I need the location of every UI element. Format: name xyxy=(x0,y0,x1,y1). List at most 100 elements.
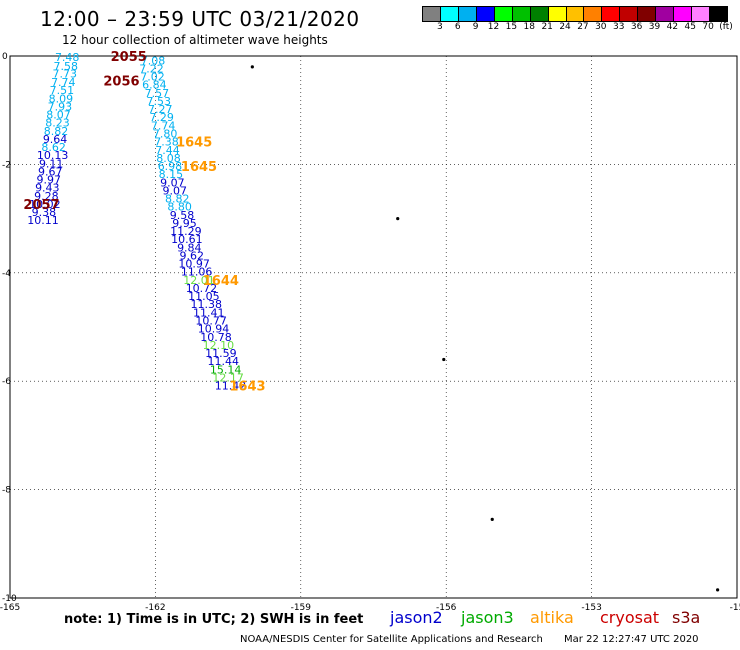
swh-value: 11.06 xyxy=(181,266,213,279)
swh-value: 9.07 xyxy=(163,184,188,197)
legend-tick-label: 18 xyxy=(523,22,536,32)
color-scale-legend xyxy=(422,6,728,22)
legend-swatch xyxy=(548,7,567,21)
swh-value: 9.28 xyxy=(34,190,59,203)
swh-value: 7.53 xyxy=(147,95,172,108)
pass-time-label: 2057 xyxy=(23,198,59,213)
x-tick-label: -165 xyxy=(0,603,20,613)
swh-value: 9.62 xyxy=(180,249,205,262)
legend-sat-s3a: s3a xyxy=(672,608,701,627)
legend-tick-label: 12 xyxy=(487,22,500,32)
pass-time-label: 1643 xyxy=(229,380,265,395)
legend-sat-jason3: jason3 xyxy=(461,608,514,627)
island-mark xyxy=(250,65,254,69)
swh-value: 12.01 xyxy=(183,274,215,287)
plot-frame xyxy=(9,55,738,599)
swh-value: 8.23 xyxy=(45,117,70,130)
swh-value: 8.80 xyxy=(167,201,192,214)
legend-tick-label: 39 xyxy=(648,22,661,32)
legend-tick-label: 70 xyxy=(702,22,714,32)
pass-time-label: 1644 xyxy=(203,274,239,289)
x-tick-label: -156 xyxy=(436,603,457,613)
y-tick-label: 0 xyxy=(2,52,8,62)
swh-value: 9.97 xyxy=(37,174,62,187)
island-mark xyxy=(716,588,720,592)
legend-tick-label: 9 xyxy=(472,22,479,32)
swh-value: 10.13 xyxy=(37,149,69,162)
island-mark xyxy=(490,517,494,522)
legend-swatch xyxy=(566,7,585,21)
legend-swatch xyxy=(423,7,441,21)
island-mark xyxy=(396,217,400,221)
swh-value: 7.27 xyxy=(148,103,173,116)
swh-value: 8.09 xyxy=(49,92,74,105)
swh-value: 12.17 xyxy=(212,371,244,384)
swh-value: 9.38 xyxy=(32,206,57,219)
legend-tick-label: 15 xyxy=(505,22,518,32)
legend-swatch xyxy=(710,7,727,21)
credit-timestamp: Mar 22 12:27:47 UTC 2020 xyxy=(564,634,699,645)
units-note: note: 1) Time is in UTC; 2) SWH is in fe… xyxy=(64,612,364,627)
chart-subtitle: 12 hour collection of altimeter wave hei… xyxy=(62,33,328,47)
legend-tick-label: 45 xyxy=(684,22,696,32)
legend-swatch xyxy=(584,7,603,21)
swh-value: 7.93 xyxy=(48,100,73,113)
pass-time-label: 2056 xyxy=(103,74,139,89)
credit-line: NOAA/NESDIS Center for Satellite Applica… xyxy=(240,634,717,645)
legend-tick-label: 42 xyxy=(666,22,679,32)
y-tick-label: -4 xyxy=(2,269,11,279)
swh-value: 7.29 xyxy=(149,111,174,124)
legend-swatch xyxy=(674,7,693,21)
x-tick-label: -153 xyxy=(581,603,601,613)
legend-sat-altika: altika xyxy=(530,608,574,627)
swh-value: 7.44 xyxy=(155,144,180,157)
swh-value: 11.05 xyxy=(188,290,220,303)
pass-time-label: 1645 xyxy=(176,136,212,151)
legend-swatch xyxy=(638,7,657,21)
legend-tick-label: 24 xyxy=(559,22,571,32)
legend-tick-label: 27 xyxy=(577,22,589,32)
legend-tick-label: 6 xyxy=(454,22,461,32)
y-tick-label: -6 xyxy=(2,377,11,387)
swh-value: 7.73 xyxy=(53,67,78,80)
y-tick-label: -10 xyxy=(2,594,17,604)
x-tick-label: -15 xyxy=(730,603,740,613)
swh-value: 9.43 xyxy=(35,182,60,195)
legend-sat-cryosat: cryosat xyxy=(600,608,660,627)
swh-value: 7.58 xyxy=(53,60,78,73)
chart-title: 12:00 – 23:59 UTC 03/21/2020 xyxy=(40,7,360,31)
swh-value: 8.82 xyxy=(44,125,69,138)
swh-value: 9.67 xyxy=(38,165,63,178)
legend-swatch xyxy=(512,7,531,21)
legend-swatch xyxy=(458,7,477,21)
swh-value: 12.10 xyxy=(203,339,235,352)
swh-value: 9.07 xyxy=(160,176,185,189)
swh-value: 10.11 xyxy=(27,214,59,227)
swh-value: 8.07 xyxy=(46,109,71,122)
legend-swatch xyxy=(602,7,621,21)
legend-sat-jason2: jason2 xyxy=(390,608,443,627)
x-tick-label: -159 xyxy=(291,603,312,613)
legend-swatch xyxy=(440,7,459,21)
legend-swatch xyxy=(476,7,495,21)
swh-value: 7.48 xyxy=(55,51,80,64)
swh-value: 8.82 xyxy=(165,193,190,206)
swh-value: 7.74 xyxy=(151,119,176,132)
island-mark xyxy=(442,357,446,362)
swh-value: 8.62 xyxy=(41,141,66,154)
swh-value: 7.02 xyxy=(140,71,165,84)
legend-swatch xyxy=(530,7,549,21)
swh-value: 7.08 xyxy=(141,54,166,67)
legend-swatch xyxy=(494,7,513,21)
swh-value: 7.74 xyxy=(51,76,76,89)
swh-value: 9.84 xyxy=(177,241,202,254)
swh-value: 7.22 xyxy=(139,62,164,75)
swh-value: 11.38 xyxy=(191,298,223,311)
swh-value: 7.57 xyxy=(145,87,170,100)
swh-value: 7.80 xyxy=(153,128,178,141)
swh-value: 11.44 xyxy=(208,355,240,368)
swh-value: 9.64 xyxy=(43,133,68,146)
legend-tick-label: 30 xyxy=(595,22,607,32)
swh-value: 10.02 xyxy=(29,198,61,211)
swh-value: 7.51 xyxy=(50,84,75,97)
